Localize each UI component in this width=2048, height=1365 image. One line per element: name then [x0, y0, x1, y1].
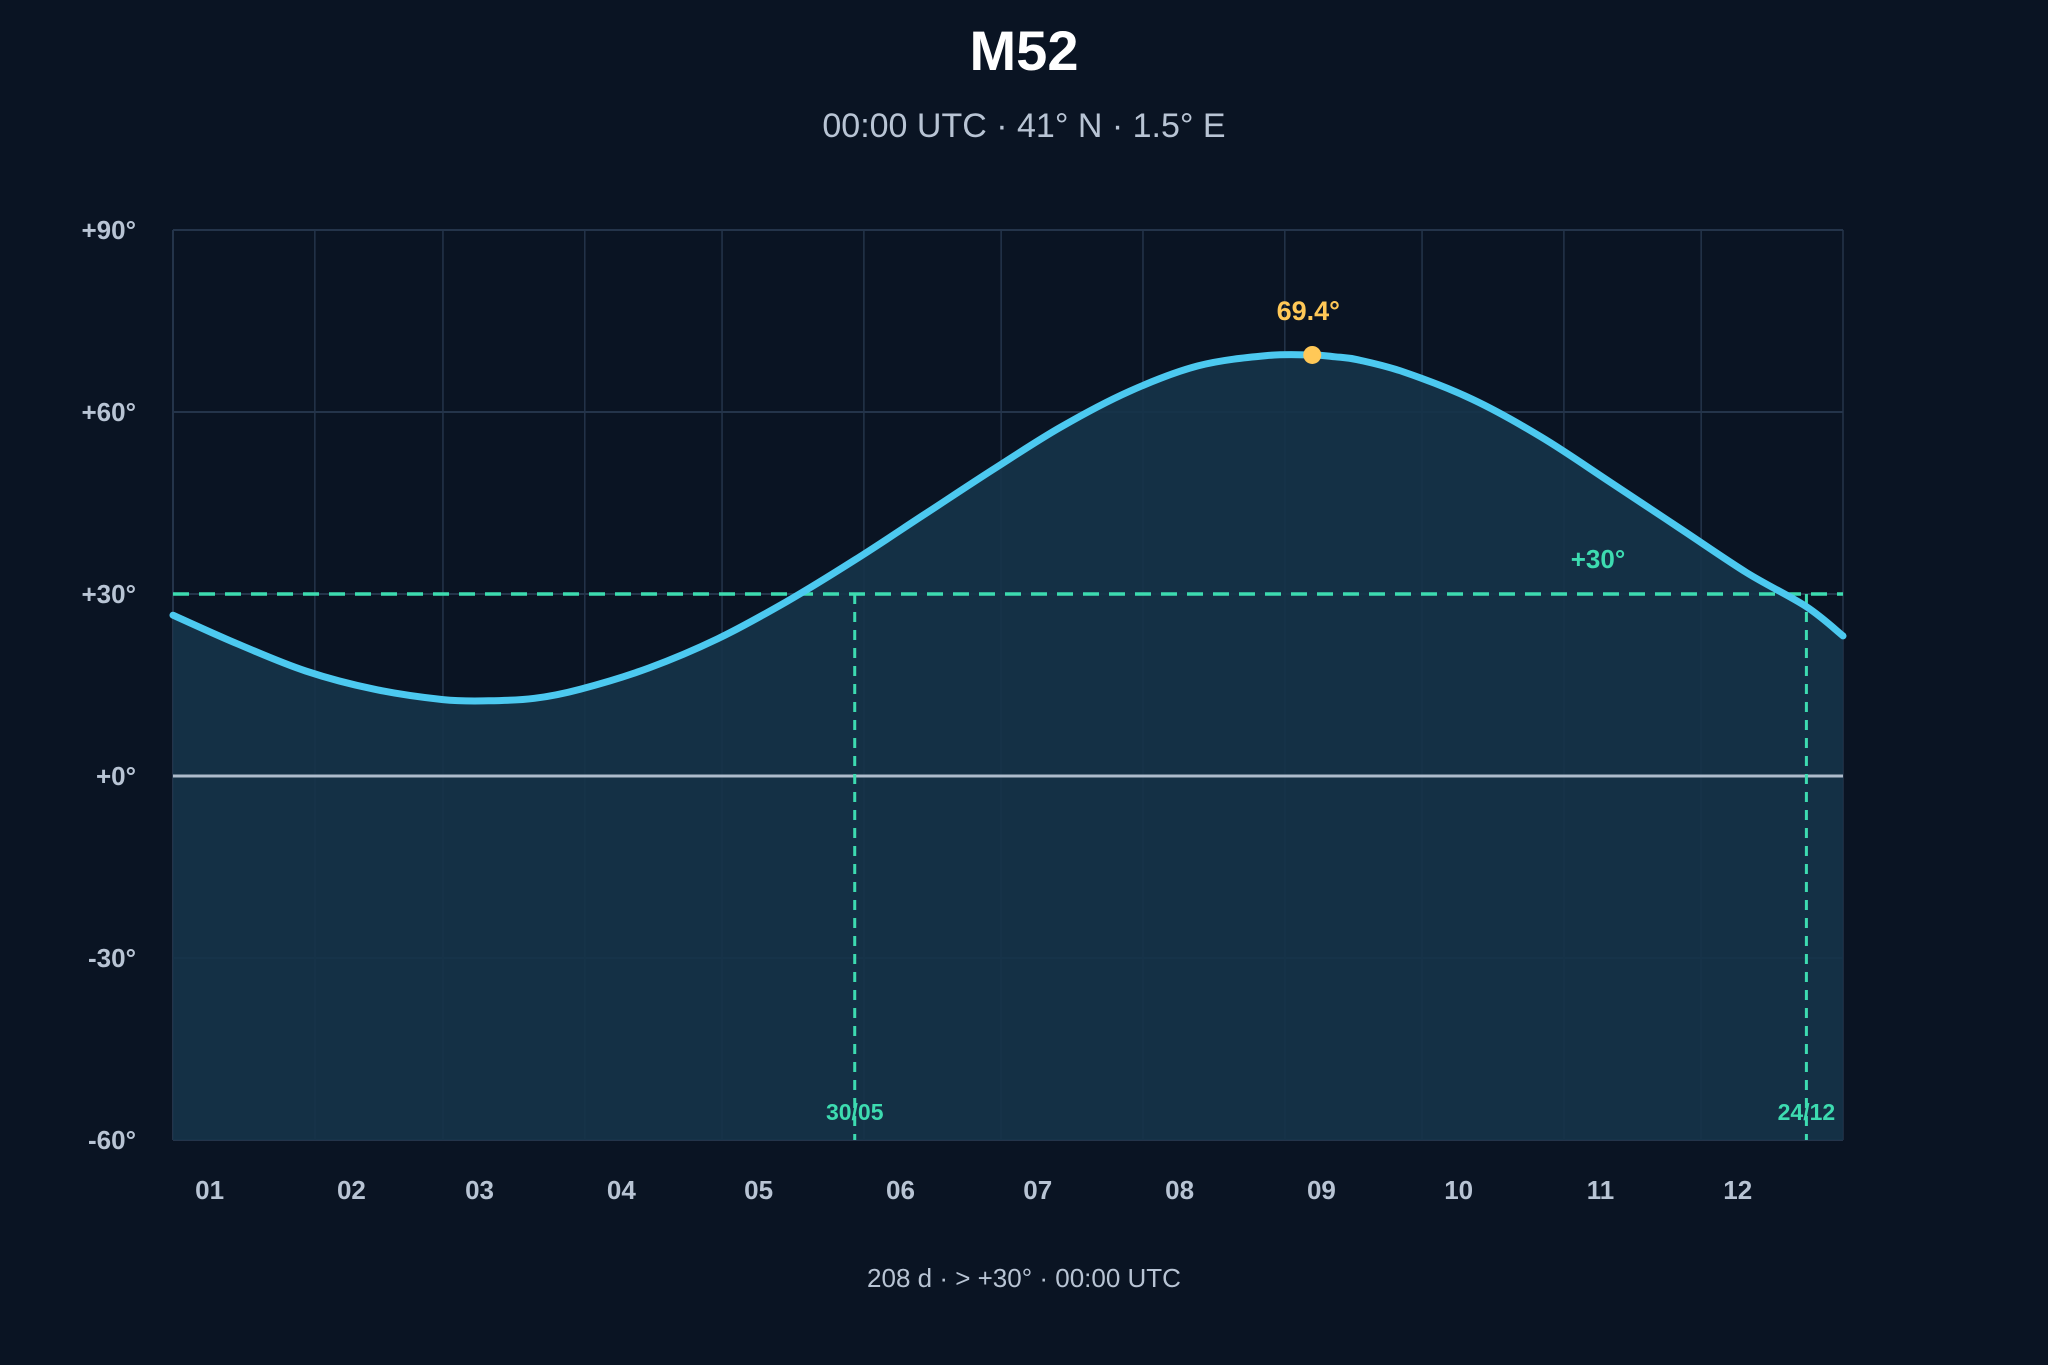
x-tick-label: 12 — [1723, 1175, 1752, 1205]
x-tick-label: 07 — [1023, 1175, 1052, 1205]
y-axis: +90° +60° +30° +0° -30° -60° — [81, 215, 136, 1155]
peak-label: 69.4° — [1277, 296, 1340, 326]
x-tick-label: 02 — [337, 1175, 366, 1205]
x-tick-label: 08 — [1165, 1175, 1194, 1205]
threshold-label: +30° — [1571, 544, 1626, 574]
peak-marker — [1303, 345, 1322, 364]
crossing-label: 24/12 — [1778, 1099, 1836, 1125]
altitude-curve — [169, 351, 1847, 705]
y-tick-label: +90° — [81, 215, 136, 245]
x-axis: 01 02 03 04 05 06 07 08 09 10 11 12 — [195, 1175, 1752, 1205]
x-tick-label: 10 — [1444, 1175, 1473, 1205]
chart-footer: 208 d · > +30° · 00:00 UTC — [867, 1263, 1181, 1293]
y-tick-label: +0° — [96, 761, 136, 791]
y-tick-label: -60° — [88, 1125, 136, 1155]
threshold-group: +30° 30/05 24/12 — [173, 544, 1843, 1140]
chart-subtitle: 00:00 UTC · 41° N · 1.5° E — [822, 107, 1225, 145]
x-tick-label: 11 — [1587, 1175, 1615, 1205]
altitude-curve-group — [169, 351, 1847, 705]
visibility-area — [173, 354, 1843, 1141]
x-tick-label: 04 — [607, 1175, 636, 1205]
y-tick-label: +30° — [81, 579, 136, 609]
x-tick-label: 09 — [1307, 1175, 1336, 1205]
x-tick-label: 03 — [465, 1175, 494, 1205]
y-tick-label: -30° — [88, 943, 136, 973]
peak-group: 69.4° — [1277, 296, 1340, 364]
crossing-label: 30/05 — [826, 1099, 884, 1125]
x-tick-label: 05 — [744, 1175, 773, 1205]
x-tick-label: 06 — [886, 1175, 915, 1205]
x-tick-label: 01 — [195, 1175, 224, 1205]
y-tick-label: +60° — [81, 397, 136, 427]
chart-title: M52 — [970, 19, 1079, 82]
area-fill — [173, 354, 1843, 1141]
